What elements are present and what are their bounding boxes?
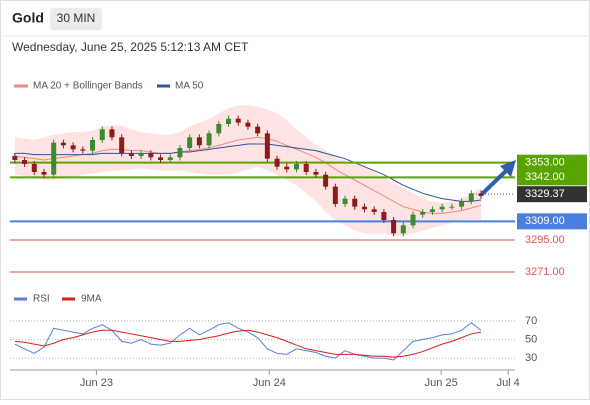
level-label: 3342.00 — [525, 171, 565, 183]
candle-body — [22, 160, 28, 164]
candle-body — [245, 122, 251, 127]
subtitle: Wednesday, June 25, 2025 5:12:13 AM CET — [12, 40, 249, 54]
ma50-line — [14, 143, 482, 202]
candle-body — [187, 137, 193, 148]
candle-body — [420, 212, 426, 215]
forecast-arrow — [480, 167, 510, 196]
candle-body — [80, 149, 86, 151]
level-label-box — [517, 213, 587, 230]
candle-body — [264, 133, 270, 159]
candle-body — [478, 193, 484, 196]
x-tick-label: Jun 23 — [80, 377, 113, 389]
candle-body — [361, 206, 367, 210]
candle-body — [226, 118, 232, 124]
candle-body — [99, 129, 105, 140]
y-tick-label: 30 — [525, 352, 537, 364]
candle-body — [31, 164, 37, 172]
price-label-box — [517, 186, 587, 203]
candle-body — [284, 166, 290, 170]
candle-body — [12, 156, 18, 160]
candle-body — [119, 137, 125, 154]
candle-body — [391, 220, 397, 234]
candle-body — [352, 198, 358, 207]
legend-label: MA 20 + Bollinger Bands — [33, 81, 143, 92]
candle-body — [70, 145, 76, 150]
candle-body — [60, 142, 66, 146]
timeframe-badge[interactable] — [50, 8, 102, 30]
candle-body — [313, 172, 319, 175]
candle-body — [410, 214, 416, 226]
price-label: 3329.37 — [525, 188, 565, 200]
chart-title: Gold — [12, 10, 44, 26]
candle-body — [177, 148, 183, 158]
x-tick-label: Jun 24 — [253, 377, 286, 389]
x-tick-label: Jun 25 — [425, 377, 458, 389]
level-label: 3353.00 — [525, 157, 565, 169]
level-label-box — [517, 169, 587, 186]
candle-body — [128, 153, 134, 156]
bollinger-band — [14, 105, 482, 236]
candle-body — [342, 198, 348, 204]
legend-label: MA 50 — [175, 81, 204, 92]
candle-body — [206, 133, 212, 146]
indicator-line — [14, 322, 482, 361]
candle-body — [381, 212, 387, 220]
level-label: 3309.00 — [525, 215, 565, 227]
candle-body — [167, 157, 173, 160]
candle-body — [235, 118, 241, 123]
indicator-line — [14, 329, 482, 358]
candle-body — [216, 124, 222, 134]
forecast-arrowhead — [500, 160, 516, 177]
candle-body — [138, 153, 144, 156]
candle-body — [371, 209, 377, 212]
legend-label: RSI — [33, 294, 50, 305]
candle-body — [41, 172, 47, 175]
candle-body — [459, 201, 465, 207]
candle-body — [274, 158, 280, 167]
candle-body — [303, 164, 309, 172]
timeframe[interactable]: 30 MIN — [57, 11, 96, 25]
candle-body — [196, 137, 202, 146]
candle-body — [51, 142, 57, 175]
candle-body — [109, 129, 115, 138]
candle-body — [323, 174, 329, 187]
candle-body — [449, 206, 455, 208]
candle-body — [429, 209, 435, 212]
candle-body — [148, 153, 154, 158]
candle-body — [468, 193, 474, 202]
candle-body — [90, 140, 96, 151]
x-tick-label: Jul 4 — [497, 377, 520, 389]
candle-body — [332, 186, 338, 204]
level-label: 3271.00 — [525, 266, 565, 278]
level-label-box — [517, 154, 587, 171]
candle-body — [293, 164, 299, 170]
y-tick-label: 50 — [525, 333, 537, 345]
level-label: 3295.00 — [525, 234, 565, 246]
candle-body — [400, 225, 406, 234]
legend-label: 9MA — [81, 294, 102, 305]
candle-body — [439, 206, 445, 210]
candle-body — [158, 157, 164, 160]
candle-body — [255, 126, 261, 134]
y-tick-label: 70 — [525, 315, 537, 327]
